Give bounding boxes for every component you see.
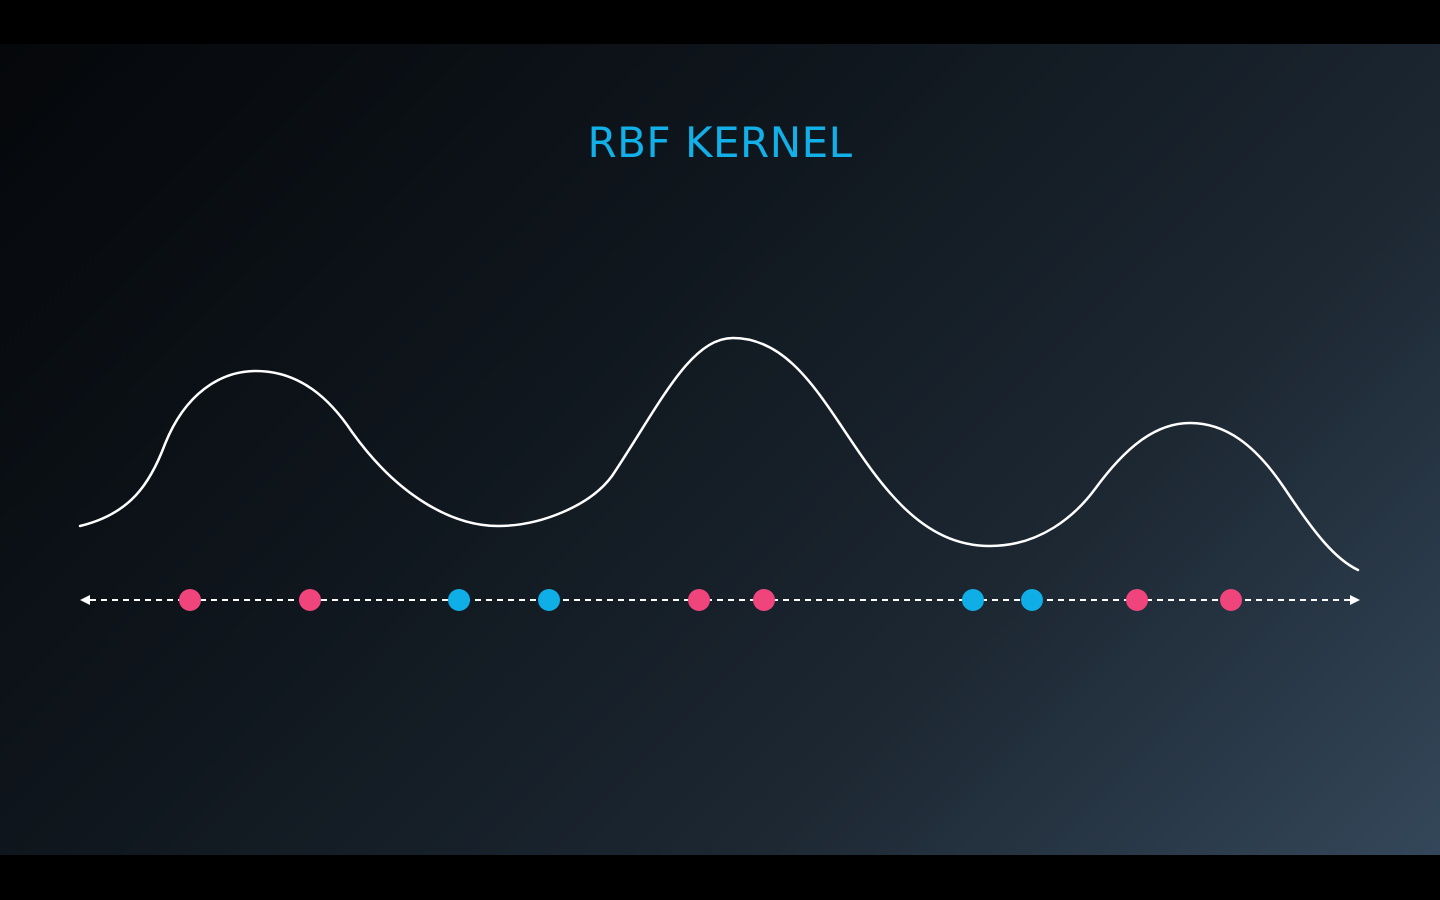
data-point-pink xyxy=(753,589,775,611)
data-point-blue xyxy=(538,589,560,611)
data-points xyxy=(179,589,1242,611)
slide: RBF KERNEL xyxy=(0,44,1440,855)
data-point-pink xyxy=(179,589,201,611)
rbf-kernel-diagram xyxy=(78,336,1360,611)
data-point-pink xyxy=(299,589,321,611)
data-point-blue xyxy=(448,589,470,611)
data-point-pink xyxy=(1126,589,1148,611)
data-point-blue xyxy=(1021,589,1043,611)
data-point-pink xyxy=(1220,589,1242,611)
data-point-pink xyxy=(688,589,710,611)
axis-arrow-right-icon xyxy=(1350,595,1360,605)
axis-arrow-left-icon xyxy=(80,595,90,605)
kernel-curve xyxy=(78,336,1360,572)
data-point-blue xyxy=(962,589,984,611)
slide-title: RBF KERNEL xyxy=(587,118,853,167)
